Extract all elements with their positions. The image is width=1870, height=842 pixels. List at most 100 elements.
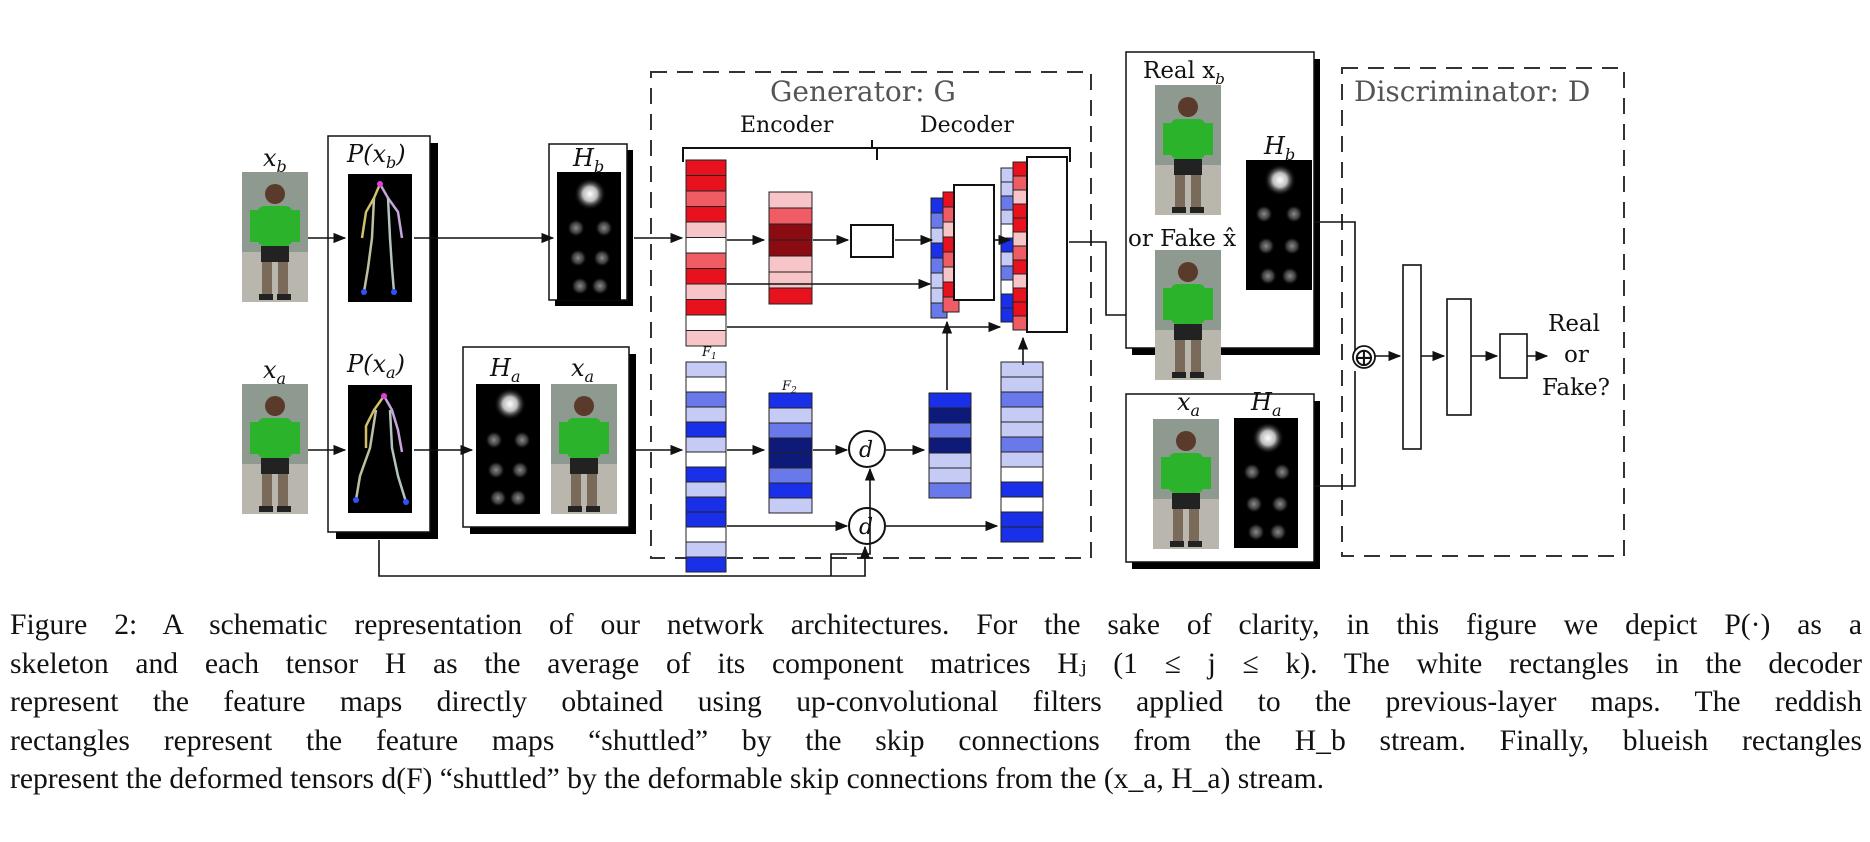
encoder-blue-stack-1-cell — [685, 436, 727, 453]
encoder-blue-stack-1-cell — [685, 481, 727, 498]
caption-line-4: rectangles represent the feature maps “s… — [10, 724, 1862, 757]
decoder-red-layer-2-cell — [1012, 175, 1028, 191]
encoder-decoder-brace — [682, 140, 1071, 162]
hb-heatmap-image — [557, 172, 621, 300]
encoder-blue-stack-2-cell — [768, 437, 813, 454]
output-fake-label: Fake? — [1542, 375, 1610, 401]
decoder-red-layer-2-cell — [1012, 203, 1028, 219]
encoder-blue-stack-1-cell — [685, 421, 727, 438]
encoder-red-stack-1-cell — [685, 330, 727, 347]
disc-layer-1 — [1402, 264, 1422, 450]
encoder-blue-stack-1-cell — [685, 361, 727, 378]
concat-node — [1352, 345, 1376, 369]
deformed-blue-stack-1-cell — [928, 452, 972, 469]
decoder-red-layer-2-cell — [1012, 217, 1028, 233]
encoder-red-stack-1-cell — [685, 268, 727, 285]
f2-label: F2 — [781, 379, 797, 396]
pxa-label: P(xa) — [346, 350, 405, 382]
encoder-blue-stack-1-cell — [685, 511, 727, 528]
encoder-red-stack-1-cell — [685, 314, 727, 331]
f1-label: F1 — [701, 345, 717, 362]
encoder-red-stack-1-cell — [685, 190, 727, 207]
deformed-blue-stack-2-cell — [1000, 451, 1044, 468]
encoder-blue-stack-1-cell — [685, 451, 727, 468]
pxb-label: P(xb) — [346, 140, 406, 172]
encoder-label: Encoder — [740, 113, 834, 138]
encoder-red-stack-2-cell — [768, 191, 813, 209]
deformed-blue-stack-2-cell — [1000, 481, 1044, 498]
decoder-red-layer-2-cell — [1012, 287, 1028, 303]
caption-line-2: skeleton and each tensor H as the averag… — [10, 647, 1862, 680]
deformed-blue-stack-2-cell — [1000, 496, 1044, 513]
deformed-blue-stack-2-cell — [1000, 466, 1044, 483]
deformed-blue-stack-2-cell — [1000, 406, 1044, 423]
decoder-label: Decoder — [920, 113, 1014, 138]
skeleton-b-icon — [360, 181, 404, 295]
disc-layer-2 — [1446, 298, 1472, 416]
encoder-red-stack-2-cell — [768, 287, 813, 305]
encoder-red-stack-1-cell — [685, 252, 727, 269]
xa-box-person-image — [551, 384, 617, 514]
encoder-red-stack-1-cell — [685, 206, 727, 223]
encoder-blue-stack-1-cell — [685, 556, 727, 573]
encoder-blue-stack-2-cell — [768, 422, 813, 439]
disc-xa-label: xa — [1177, 388, 1200, 420]
generator-label: Generator: G — [770, 75, 956, 108]
decoder-red-layer-2-cell — [1012, 315, 1028, 331]
architecture-diagram: xb xa P(xb) P(xa) Hb — [242, 51, 1625, 577]
deform-node-1 — [848, 430, 886, 468]
encoder-blue-stack-2-cell — [768, 407, 813, 424]
output-real-label: Real — [1548, 311, 1600, 337]
decoder-red-layer-2-cell — [1012, 273, 1028, 289]
xb-label: xb — [263, 144, 287, 176]
deformed-blue-stack-1-cell — [928, 407, 972, 424]
xa-person-image — [242, 384, 308, 514]
encoder-red-stack-2-cell — [768, 223, 813, 241]
encoder-blue-stack-1-cell — [685, 526, 727, 543]
encoder-red-stack-1-cell — [685, 221, 727, 238]
deformed-blue-stack-2-cell — [1000, 421, 1044, 438]
deformed-blue-stack-1-cell — [928, 437, 972, 454]
decoder-red-layer-2-cell — [1012, 231, 1028, 247]
encoder-red-stack-1-cell — [685, 299, 727, 316]
xa-box-label: xa — [571, 354, 594, 386]
deformed-blue-stack-1-cell — [928, 467, 972, 484]
deformed-blue-stack-2-cell — [1000, 526, 1044, 543]
decoder-white-rect-2 — [1026, 156, 1068, 333]
encoder-red-stack-2-cell — [768, 207, 813, 225]
encoder-blue-stack-1-cell — [685, 466, 727, 483]
figure-caption: Figure 2: A schematic representation of … — [10, 606, 1862, 799]
disc-hb-heatmap-image — [1246, 160, 1312, 290]
caption-line-3: represent the feature maps directly obta… — [10, 686, 1862, 718]
disc-ha-label: Ha — [1250, 388, 1281, 420]
encoder-blue-stack-1-cell — [685, 391, 727, 408]
deformed-blue-stack-1-cell — [928, 392, 972, 409]
encoder-blue-stack-2-cell — [768, 497, 813, 514]
encoder-blue-stack-1-cell — [685, 496, 727, 513]
discriminator-label: Discriminator: D — [1354, 75, 1590, 108]
encoder-red-stack-2-cell — [768, 271, 813, 289]
deformed-blue-stack-2-cell — [1000, 436, 1044, 453]
concat-symbol: ⊕ — [1353, 343, 1375, 373]
disc-ha-heatmap-image — [1234, 418, 1298, 548]
skeleton-b-image — [348, 174, 412, 302]
decoder-red-layer-2-cell — [1012, 259, 1028, 275]
discriminator-box — [1341, 67, 1625, 557]
disc-arrows — [1314, 221, 1549, 487]
decoder-red-layer-2-cell — [1012, 245, 1028, 261]
encoder-red-stack-2-cell — [768, 239, 813, 257]
ha-label: Ha — [489, 354, 520, 386]
caption-line-1: Figure 2: A schematic representation of … — [10, 609, 1862, 641]
encoder-red-stack-1-cell — [685, 237, 727, 254]
bottleneck-box — [850, 224, 894, 258]
deformed-blue-stack-2-cell — [1000, 391, 1044, 408]
decoder-red-layer-2-cell — [1012, 189, 1028, 205]
encoder-blue-stack-1-cell — [685, 541, 727, 558]
disc-hb-label: Hb — [1263, 132, 1295, 164]
hb-label: Hb — [572, 144, 604, 176]
disc-xa-person-image — [1153, 419, 1219, 549]
deform-node-2-label: d — [859, 515, 873, 540]
disc-layer-3 — [1499, 333, 1528, 379]
encoder-red-stack-1-cell — [685, 159, 727, 176]
encoder-blue-stack-2-cell — [768, 482, 813, 499]
